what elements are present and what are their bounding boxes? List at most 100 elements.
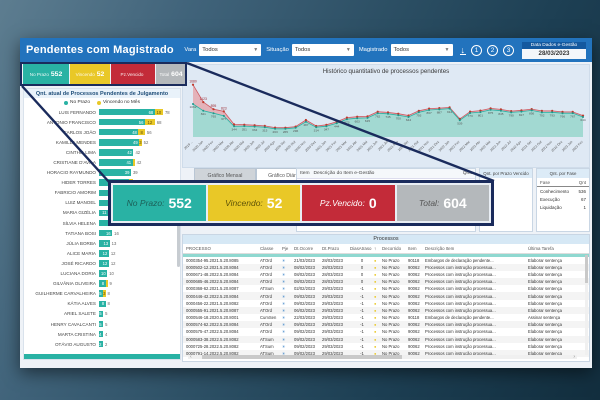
scroll-left-icon[interactable]: ‹: [190, 354, 192, 360]
fase-col-header[interactable]: Fase: [540, 179, 551, 185]
status-dot-icon: ●: [374, 351, 377, 357]
pje-icon[interactable]: ✳: [282, 264, 286, 270]
process-table-row[interactable]: 0000446-42.2022.5.20.8084 ATOrd ✳ 09/02/202…: [183, 292, 589, 300]
process-col-header[interactable]: PROCESSO: [186, 246, 211, 251]
kpi-value: 52: [96, 70, 105, 78]
process-col-header[interactable]: Dt.Ocorre: [294, 246, 314, 251]
magistrate-bar-row[interactable]: CRISTIANE D'AVILA 41 42: [24, 157, 180, 167]
magistrate-bar-row[interactable]: GUILHERME CARVALHEIRA 5 3 8: [24, 289, 180, 299]
pje-icon[interactable]: ✳: [282, 257, 286, 263]
pje-icon[interactable]: ✳: [282, 271, 286, 277]
magistrate-bar-row[interactable]: OTÁVIO AUGUSTO 2 2: [24, 339, 180, 349]
process-table-row[interactable]: 0000574-62.2022.5.20.8084 ATOrd ✳ 09/02/202…: [183, 321, 589, 329]
left-panel-scrollbar[interactable]: [177, 207, 180, 267]
process-table-row[interactable]: 0000354-95.2021.5.20.8085 ATOrd ✳ 21/03/202…: [183, 257, 589, 264]
magistrate-bar-row[interactable]: JÚLIA BORBA 13 13: [24, 238, 180, 248]
magistrate-bar-row[interactable]: LUIS FERNANDO 68 10 78: [24, 107, 180, 117]
svg-text:875: 875: [488, 111, 493, 115]
svg-text:263: 263: [273, 130, 278, 134]
magistrate-bar-row[interactable]: LUCIANA DORIA 10 10: [24, 269, 180, 279]
pje-icon[interactable]: ✳: [282, 351, 286, 357]
magistrate-bar-row[interactable]: ARIEL SALETE 5 5: [24, 309, 180, 319]
pje-icon[interactable]: ✳: [282, 293, 286, 299]
filter-magistrado-select[interactable]: Todos ▼: [390, 44, 453, 56]
pje-icon[interactable]: ✳: [282, 300, 286, 306]
ultima-tarefa: Elaborar sentença: [528, 322, 562, 328]
process-col-header[interactable]: ↑: [374, 246, 377, 251]
filter-vara-select[interactable]: Todos ▼: [199, 44, 262, 56]
magistrate-name: KAMILLA MENDES: [55, 139, 96, 145]
process-table-row[interactable]: 0000546-18.2020.5.20.8001 CumSen ✳ 22/03/20…: [183, 314, 589, 321]
decorrido: No Prazo: [382, 329, 400, 335]
page-button-3[interactable]: 3: [503, 44, 514, 56]
dt-prazo: 29/03/2023: [322, 329, 343, 335]
process-col-header[interactable]: Pje: [282, 246, 289, 251]
scrollbar-thumb[interactable]: [585, 255, 588, 283]
filter-situacao-select[interactable]: Todos ▼: [291, 44, 354, 56]
pje-icon[interactable]: ✳: [282, 322, 286, 328]
process-col-header[interactable]: Última Tarefa: [528, 246, 554, 251]
pje-icon[interactable]: ✳: [282, 343, 286, 349]
magistrate-bar-row[interactable]: MARTA CRISTINA 4 4: [24, 329, 180, 339]
process-table-row[interactable]: 0000555-91.2021.5.20.8087 ATOrd ✳ 06/02/202…: [183, 306, 589, 314]
bar-no-prazo: 41: [99, 159, 133, 166]
magistrate-bar-row[interactable]: KAMILLA MENDES 49 3 52: [24, 137, 180, 147]
pje-icon[interactable]: ✳: [282, 307, 286, 313]
magistrate-bar-row[interactable]: KÁTIA ALVES 8 8: [24, 299, 180, 309]
status-dot-icon: ●: [374, 257, 377, 263]
magistrate-bar-row[interactable]: CINTHIA LIMA 42 42: [24, 147, 180, 157]
process-col-header[interactable]: Classe: [260, 246, 274, 251]
callout-label: Total:: [418, 198, 440, 208]
fase-col-header[interactable]: Qnt: [578, 179, 586, 185]
magistrate-bar-row[interactable]: TATIANA BOSI 16 16: [24, 228, 180, 238]
page-button-1[interactable]: 1: [471, 44, 482, 56]
fase-row[interactable]: Execução 67: [537, 195, 589, 203]
process-table-row[interactable]: 0000575-47.2022.5.20.8084 ATOrd ✳ 09/02/202…: [183, 328, 589, 335]
process-col-header[interactable]: Item: [408, 246, 417, 251]
item-col-header[interactable]: Item: [300, 171, 310, 176]
history-area-chart[interactable]: 1680 1123 895 823 1062 841 765 677 344 351 334 315 2…: [183, 75, 589, 163]
item-col-header[interactable]: Descrição do Item e-Gestão: [313, 171, 375, 176]
magistrate-bar-row[interactable]: ALICE MARIA 12 12: [24, 248, 180, 258]
magistrate-bar-row[interactable]: CARLOS JOÃO 48 8 56: [24, 127, 180, 137]
item: 90062: [408, 293, 420, 299]
fase-row[interactable]: Conhecimento 536: [537, 187, 589, 195]
process-table-row[interactable]: 0000502-12.2021.5.20.8084 ATOrd ✳ 08/02/202…: [183, 263, 589, 271]
process-table-row[interactable]: 0000725-28.2022.5.20.8082 ATSum ✳ 09/02/202…: [183, 343, 589, 350]
fase-row[interactable]: Liquidação 1: [537, 203, 589, 211]
kpi-total: Total 604: [156, 64, 186, 84]
horizontal-scrollbar[interactable]: ‹ ›: [188, 354, 577, 360]
pje-icon[interactable]: ✳: [282, 279, 286, 285]
dt-prazo: 29/03/2023: [322, 343, 343, 349]
page-button-2[interactable]: 2: [487, 44, 498, 56]
process-table-row[interactable]: 0000671-48.2022.5.20.8084 ATOrd ✳ 08/02/202…: [183, 271, 589, 278]
dias-atraso: 0: [360, 279, 364, 285]
kpi-zoom-callout: No Prazo: 552 Vincendo: 52 Pz.Vencido: 0…: [108, 180, 494, 226]
pje-icon[interactable]: ✳: [282, 286, 286, 292]
process-col-header[interactable]: DiasAtraso: [350, 246, 372, 251]
process-col-header[interactable]: Dt.Prazo: [322, 246, 340, 251]
process-col-header[interactable]: Decorrido: [382, 246, 402, 251]
process-col-header[interactable]: Descrição Item: [425, 246, 455, 251]
status-dot-icon: ●: [374, 279, 377, 285]
vertical-scrollbar[interactable]: [585, 255, 588, 355]
scrollbar-thumb[interactable]: [201, 355, 402, 359]
pje-icon[interactable]: ✳: [282, 336, 286, 342]
pje-icon[interactable]: ✳: [282, 329, 286, 335]
process-table-row[interactable]: 0000685-46.2022.5.20.8084 ATOrd ✳ 08/02/202…: [183, 278, 589, 286]
magistrate-bar-row[interactable]: HORACIO RAYMUNDO 39 39: [24, 168, 180, 178]
process-table-row[interactable]: 0000583-38.2022.5.20.8082 ATSum ✳ 09/02/202…: [183, 335, 589, 343]
item-col-header[interactable]: Qnt.: [462, 171, 472, 176]
process-table-row[interactable]: 0000456-22.2021.5.20.8082 ATOrd ✳ 09/02/202…: [183, 300, 589, 307]
download-icon[interactable]: ↓: [459, 44, 466, 55]
magistrate-bar-row[interactable]: ANTONIO FRANCISCO 56 12 68: [24, 117, 180, 127]
magistrate-bar-row[interactable]: GILVÂNIA OLIVEIRA 8 9: [24, 279, 180, 289]
process-table-row[interactable]: 0000791-14.2022.5.20.8082 ATSum ✳ 09/02/202…: [183, 349, 589, 358]
process-table-row[interactable]: 0000368-62.2021.5.20.8087 ATSum ✳ 02/02/202…: [183, 285, 589, 292]
magistrate-bar-row[interactable]: HENRY CAVALCANTI 5 5: [24, 319, 180, 329]
filter-magistrado-label: Magistrado: [358, 47, 388, 53]
pje-icon[interactable]: ✳: [282, 315, 286, 321]
scroll-right-icon[interactable]: ›: [573, 354, 575, 360]
magistrate-bar-row[interactable]: JOSÉ RICARDO 12 12: [24, 258, 180, 268]
descricao-item: Processos com instrução processua...: [425, 271, 496, 277]
